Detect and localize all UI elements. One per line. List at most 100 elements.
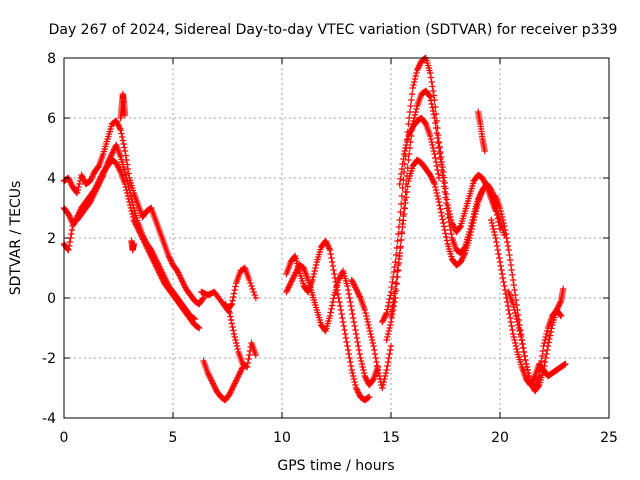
data-point bbox=[222, 300, 229, 308]
data-point bbox=[505, 246, 512, 254]
data-point bbox=[410, 81, 417, 89]
data-point bbox=[66, 238, 74, 246]
data-point bbox=[120, 140, 127, 148]
data-point bbox=[381, 312, 389, 320]
data-point bbox=[349, 310, 356, 318]
data-point bbox=[398, 230, 406, 237]
data-point bbox=[312, 264, 319, 272]
data-point bbox=[432, 154, 439, 162]
data-point bbox=[515, 324, 523, 332]
data-point bbox=[230, 327, 237, 334]
data-point bbox=[435, 139, 442, 147]
data-point bbox=[346, 294, 353, 302]
data-point bbox=[326, 312, 334, 320]
series-fall-c bbox=[505, 285, 567, 395]
data-point bbox=[402, 144, 409, 152]
data-point bbox=[387, 346, 394, 354]
data-point bbox=[154, 266, 161, 273]
series-late-a bbox=[198, 264, 260, 314]
data-point bbox=[86, 177, 94, 185]
data-point bbox=[347, 362, 355, 370]
data-point bbox=[109, 149, 116, 156]
data-point bbox=[389, 299, 397, 306]
data-point bbox=[330, 295, 337, 302]
data-point bbox=[177, 275, 185, 282]
data-point bbox=[126, 198, 133, 206]
data-point bbox=[355, 291, 363, 299]
data-point bbox=[348, 306, 355, 314]
grid-layer bbox=[64, 58, 609, 418]
data-point bbox=[443, 199, 450, 207]
data-point bbox=[501, 282, 508, 290]
data-point bbox=[380, 315, 387, 323]
data-point bbox=[433, 189, 440, 197]
data-point bbox=[138, 233, 145, 240]
data-point bbox=[428, 78, 435, 86]
data-point bbox=[231, 286, 238, 294]
data-point bbox=[428, 138, 435, 146]
data-point bbox=[434, 166, 441, 174]
data-point bbox=[323, 240, 331, 248]
data-point bbox=[76, 180, 83, 188]
data-point bbox=[179, 279, 187, 287]
data-point bbox=[67, 215, 74, 222]
data-point bbox=[75, 210, 82, 218]
data-point bbox=[392, 258, 399, 266]
data-point bbox=[243, 363, 251, 371]
data-point bbox=[114, 162, 121, 170]
data-point bbox=[499, 274, 507, 282]
data-point bbox=[328, 305, 335, 313]
data-point bbox=[421, 119, 429, 127]
data-point bbox=[469, 222, 476, 230]
data-point bbox=[429, 104, 436, 111]
data-point bbox=[389, 303, 396, 311]
x-tick-label: 5 bbox=[169, 430, 178, 446]
data-point bbox=[176, 272, 183, 279]
series-spike-b bbox=[128, 237, 137, 254]
data-point bbox=[426, 92, 433, 100]
data-point bbox=[350, 375, 358, 383]
data-point bbox=[339, 314, 346, 322]
data-point bbox=[413, 105, 420, 113]
data-point bbox=[541, 362, 548, 370]
data-point bbox=[505, 306, 512, 314]
data-point bbox=[446, 222, 454, 230]
data-point bbox=[126, 201, 134, 209]
data-point bbox=[480, 176, 487, 183]
data-point bbox=[71, 218, 79, 225]
data-point bbox=[415, 63, 422, 71]
data-point bbox=[344, 282, 351, 290]
series-late-c bbox=[222, 300, 260, 371]
data-point bbox=[491, 231, 499, 239]
data-point bbox=[204, 369, 212, 377]
data-point bbox=[546, 335, 553, 343]
data-point bbox=[153, 263, 160, 270]
data-point bbox=[145, 248, 153, 255]
data-point bbox=[353, 334, 361, 342]
data-point bbox=[129, 213, 137, 221]
data-point bbox=[140, 236, 147, 243]
data-point bbox=[231, 380, 238, 387]
data-point bbox=[523, 363, 531, 371]
data-point bbox=[503, 234, 510, 242]
series-rise-b bbox=[383, 87, 508, 344]
data-point bbox=[246, 276, 253, 284]
data-point bbox=[554, 303, 562, 311]
data-point bbox=[543, 330, 550, 338]
data-point bbox=[205, 371, 212, 378]
data-point bbox=[506, 314, 514, 322]
series-mid-b bbox=[283, 261, 382, 389]
data-point bbox=[428, 174, 435, 182]
data-point bbox=[409, 84, 416, 92]
data-point bbox=[431, 114, 438, 122]
data-point bbox=[353, 386, 361, 393]
data-point bbox=[339, 269, 346, 276]
data-point bbox=[228, 320, 236, 327]
data-point bbox=[354, 387, 361, 395]
data-point bbox=[350, 314, 357, 322]
data-point bbox=[233, 377, 240, 384]
data-point bbox=[235, 371, 243, 378]
data-point bbox=[293, 267, 300, 275]
data-point bbox=[404, 135, 411, 143]
data-point bbox=[75, 183, 82, 191]
